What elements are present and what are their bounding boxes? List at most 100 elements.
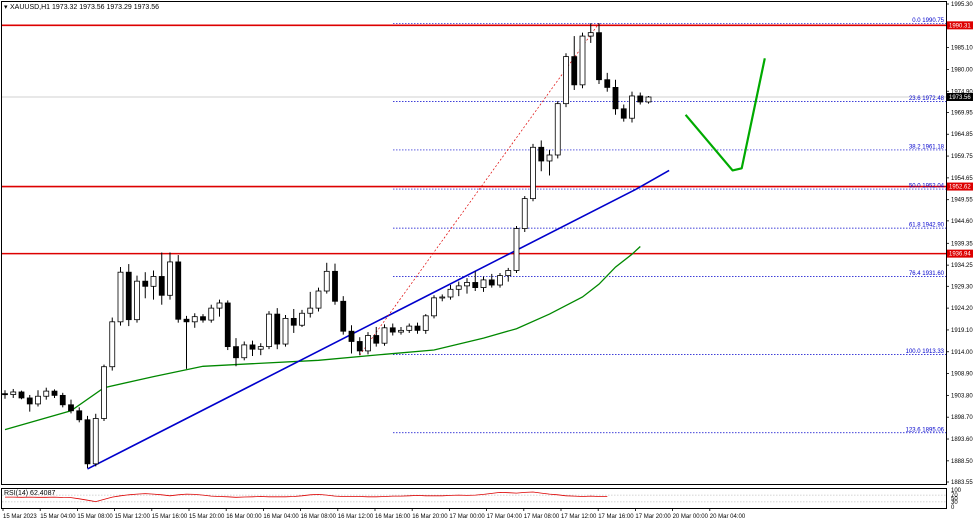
- bullish-candle: [35, 395, 41, 405]
- time-tick-label: 15 Mar 2023: [3, 514, 37, 520]
- bullish-candle: [216, 302, 223, 309]
- bullish-candle: [480, 279, 487, 288]
- resistance-top-price-label-bg: [947, 21, 973, 30]
- bullish-candle: [447, 288, 454, 298]
- bearish-candle: [620, 108, 627, 119]
- price-tick-label: 1985.10: [951, 46, 973, 52]
- bullish-candle: [422, 315, 429, 331]
- bearish-candle: [389, 327, 396, 333]
- bearish-candle: [84, 419, 91, 465]
- rsi-level-label: 50: [951, 497, 958, 503]
- bearish-candle: [596, 32, 602, 81]
- bullish-candle: [365, 335, 371, 352]
- price-tick-label: 1893.60: [951, 437, 973, 443]
- price-tick-label: 1944.60: [951, 219, 973, 225]
- time-tick-label: 17 Mar 08:00: [524, 514, 560, 520]
- bullish-candle: [546, 154, 553, 162]
- symbol-ohlc-header: XAUUSD,H1 1973.32 1973.56 1973.29 1973.5…: [10, 4, 159, 11]
- bearish-candle: [637, 95, 644, 103]
- bearish-candle: [224, 302, 231, 348]
- price-tick-label: 1903.80: [951, 393, 973, 399]
- trendline-extension: [635, 169, 670, 190]
- time-tick-label: 20 Mar 04:00: [710, 514, 746, 520]
- rsi-panel-frame: [1, 488, 947, 509]
- bearish-candle: [604, 79, 611, 88]
- bullish-candle: [398, 329, 404, 333]
- price-tick-label: 1954.65: [951, 176, 973, 182]
- time-tick-label: 15 Mar 20:00: [189, 514, 225, 520]
- time-tick-label: 17 Mar 16:00: [598, 514, 634, 520]
- bullish-candle: [579, 35, 586, 86]
- bearish-candle: [233, 346, 239, 359]
- bullish-candle: [406, 325, 413, 331]
- price-axis[interactable]: 1995.30 1985.10 1980.00 1974.90 1969.95 1964.…: [946, 2, 973, 486]
- bearish-candle: [571, 56, 578, 86]
- bearish-candle: [158, 276, 165, 296]
- bearish-candle: [274, 313, 281, 345]
- bullish-candle: [117, 271, 124, 323]
- price-tick-label: 1980.00: [951, 67, 973, 73]
- time-axis[interactable]: 15 Mar 2023 15 Mar 04:00 15 Mar 08:00 15 Ma…: [2, 508, 746, 520]
- bullish-candle: [629, 95, 635, 119]
- price-tick-label: 1995.30: [951, 2, 973, 8]
- bullish-candle: [381, 327, 388, 344]
- resistance-low-price-label: 1936.94: [949, 252, 971, 258]
- fib-level-label: 100.0 1913.33: [906, 349, 945, 355]
- bearish-candle: [373, 335, 380, 344]
- time-tick-label: 15 Mar 12:00: [115, 514, 151, 520]
- overlay-lines: [2, 23, 946, 470]
- rsi-label: RSI(14) 62.4087: [4, 490, 55, 497]
- bullish-candle: [497, 275, 503, 286]
- bearish-candle: [59, 394, 66, 406]
- bearish-candle: [51, 390, 58, 396]
- bullish-candle: [505, 270, 512, 277]
- bullish-candle: [150, 276, 157, 287]
- time-tick-label: 17 Mar 12:00: [561, 514, 597, 520]
- bullish-candle: [315, 290, 322, 309]
- bearish-candle: [26, 397, 33, 405]
- fib-level-label: 23.6 1972.48: [909, 96, 945, 102]
- fib-level-label: 38.2 1961.18: [909, 144, 945, 150]
- bearish-candle: [249, 344, 256, 350]
- bearish-candle: [290, 317, 297, 326]
- bullish-candle: [167, 261, 173, 296]
- bullish-candle: [191, 316, 198, 323]
- fib-level-label: 50.0 1952.04: [909, 184, 945, 190]
- price-tick-label: 1908.90: [951, 372, 973, 378]
- bullish-candle: [101, 366, 107, 419]
- bearish-candle: [175, 261, 182, 320]
- price-tick-label: 1974.90: [951, 89, 973, 95]
- resistance-low-price-label-bg: [947, 249, 973, 258]
- time-tick-label: 16 Mar 12:00: [338, 514, 374, 520]
- bearish-candle: [472, 282, 479, 288]
- resistance-mid-price-label-bg: [947, 182, 973, 191]
- time-tick-label: 16 Mar 08:00: [301, 514, 337, 520]
- bearish-candle: [125, 271, 132, 321]
- bullish-candle: [109, 321, 116, 368]
- bearish-candle: [2, 393, 8, 396]
- price-tick-label: 1924.20: [951, 306, 973, 312]
- bullish-candle: [521, 198, 528, 229]
- bullish-candle: [282, 317, 289, 345]
- time-tick-label: 15 Mar 04:00: [40, 514, 76, 520]
- bearish-candle: [76, 410, 83, 421]
- bullish-candle: [43, 390, 50, 397]
- bullish-candle: [241, 344, 248, 359]
- bullish-candle: [563, 56, 569, 105]
- fib-level-label: 76.4 1931.60: [909, 271, 945, 277]
- bullish-candle: [257, 346, 264, 350]
- time-tick-label: 16 Mar 00:00: [226, 514, 262, 520]
- rsi-level-label: 30: [951, 500, 958, 506]
- price-tick-label: 1969.95: [951, 110, 973, 116]
- header-dropdown-icon[interactable]: ▾: [4, 4, 8, 11]
- rsi-level-label: 0: [951, 505, 955, 511]
- projected-path: [684, 58, 766, 172]
- price-tick-label: 1914.00: [951, 350, 973, 356]
- price-tick-label: 1888.50: [951, 459, 973, 465]
- bullish-candle: [323, 270, 330, 292]
- time-tick-label: 17 Mar 00:00: [449, 514, 485, 520]
